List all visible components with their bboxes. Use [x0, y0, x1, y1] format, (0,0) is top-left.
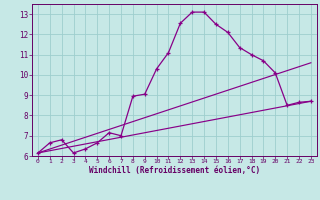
X-axis label: Windchill (Refroidissement éolien,°C): Windchill (Refroidissement éolien,°C)	[89, 166, 260, 175]
